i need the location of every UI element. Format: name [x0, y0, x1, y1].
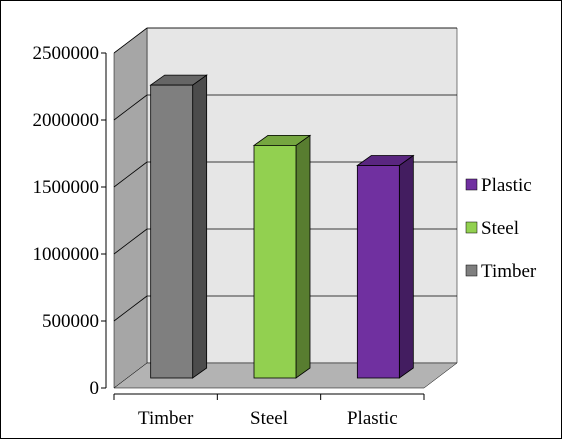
bar-side — [295, 134, 311, 379]
gridline-side — [113, 228, 148, 255]
legend-swatch — [465, 178, 478, 191]
legend-swatch — [465, 264, 478, 277]
legend-label: Timber — [481, 261, 537, 282]
gridline-side — [113, 94, 148, 121]
legend-entry-plastic: Plastic — [465, 175, 532, 196]
bar-timber — [149, 74, 208, 379]
bar-side — [398, 154, 414, 379]
gridline-side — [113, 161, 148, 188]
legend-label: Steel — [481, 218, 519, 239]
legend-entry-timber: Timber — [465, 261, 537, 282]
gridline-side — [113, 295, 148, 322]
x-tick-label: Plastic — [347, 408, 398, 429]
bar-side — [192, 74, 208, 379]
bar-front — [356, 165, 400, 379]
legend: Plastic Steel Timber — [465, 175, 537, 282]
bars — [149, 74, 415, 379]
side-wall — [113, 27, 148, 389]
y-tick-label: 2500000 — [33, 43, 100, 64]
axes: 0 500000 1000000 1500000 2000000 2500000 Timbe… — [33, 43, 425, 429]
legend-entry-steel: Steel — [465, 218, 519, 239]
y-tick-label: 2000000 — [33, 110, 100, 131]
y-tick-label: 1500000 — [33, 177, 100, 198]
gridline-side — [113, 27, 148, 54]
bar-plastic — [356, 154, 415, 379]
y-tick-label: 500000 — [42, 311, 99, 332]
x-tick-label: Timber — [138, 408, 194, 429]
x-tick-label: Steel — [250, 408, 288, 429]
y-tick-label: 1000000 — [33, 244, 100, 265]
y-tick-label: 0 — [90, 378, 100, 399]
legend-label: Plastic — [481, 175, 532, 196]
legend-swatch — [465, 221, 478, 234]
bar-front — [150, 84, 194, 379]
bar-steel — [252, 134, 312, 379]
bar-front — [253, 144, 297, 379]
